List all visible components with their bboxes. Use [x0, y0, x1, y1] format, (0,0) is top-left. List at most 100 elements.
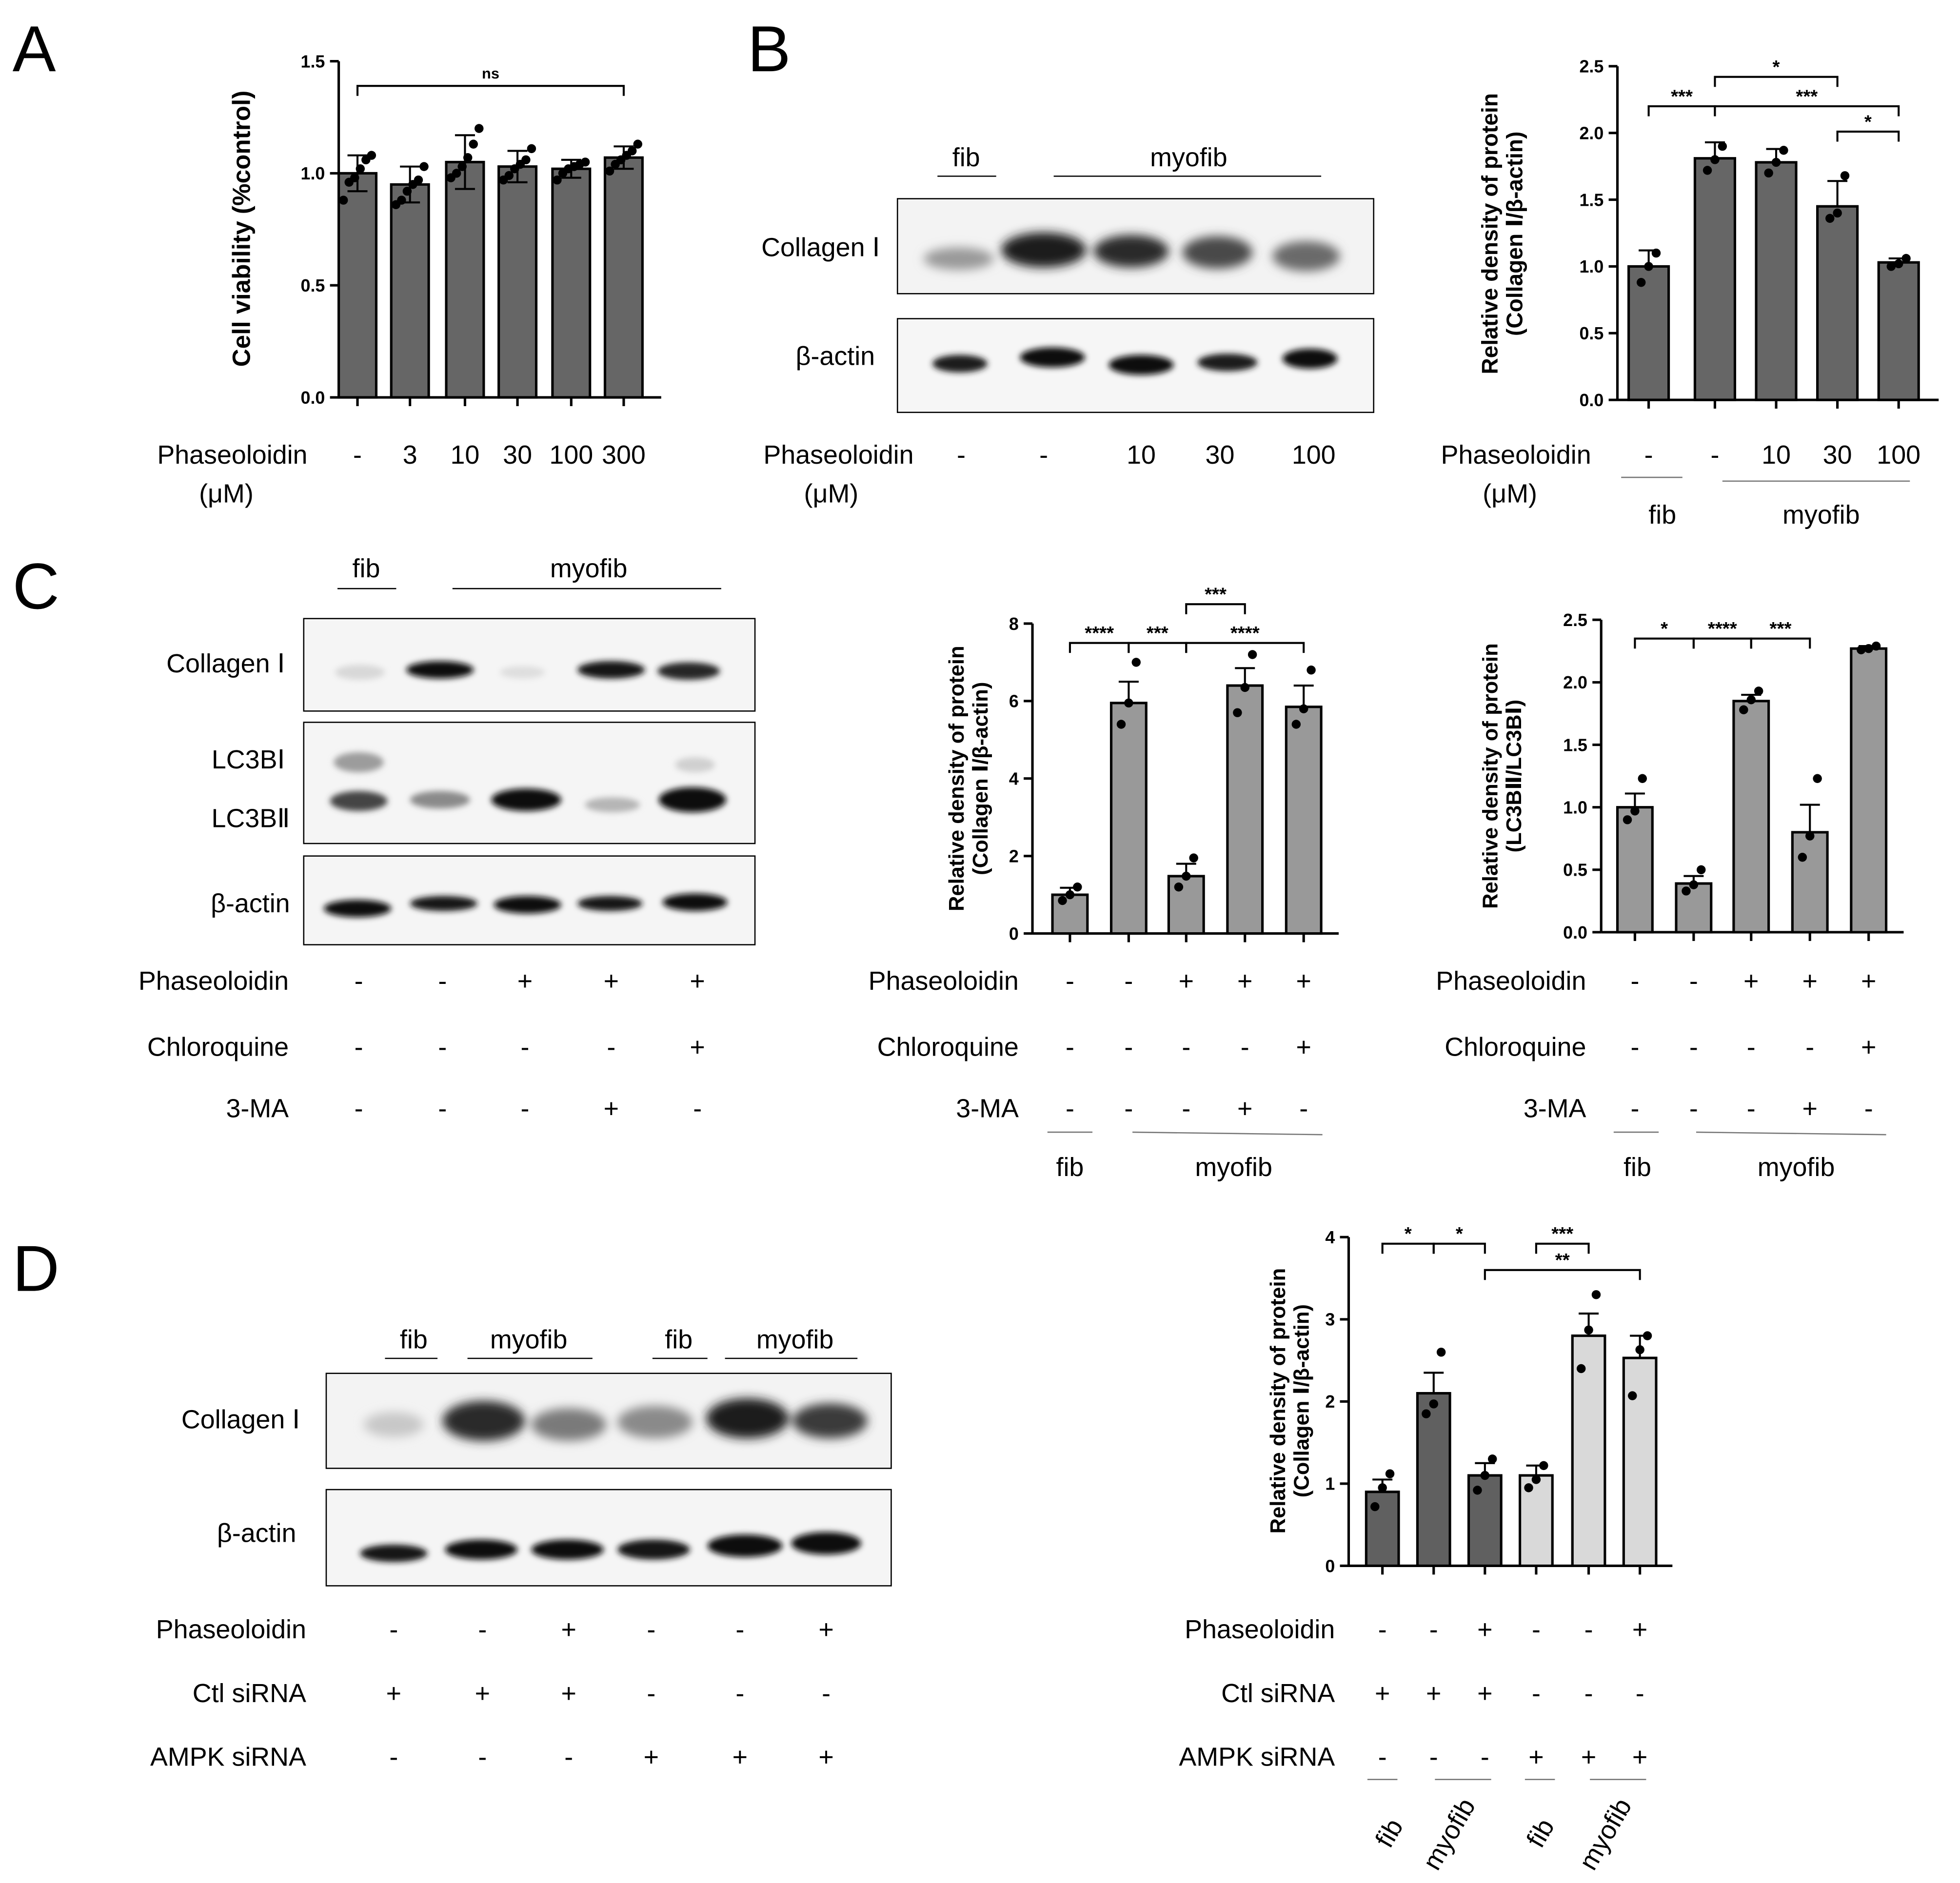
- b2-dose: 100: [1877, 440, 1920, 470]
- bar: [603, 156, 644, 399]
- data-point: [1825, 214, 1835, 223]
- chart-d: 0 1 2 3 4 Relative density of protein(Collage…: [1267, 1223, 1673, 1576]
- d-collagen-bands: [363, 1398, 868, 1441]
- d-blot-collagen-label: Collagen Ⅰ: [181, 1405, 300, 1434]
- d2-ampk-sign: +: [1632, 1743, 1647, 1772]
- c-left-signs: - - + + + - - - - + - - - + -: [355, 966, 705, 1123]
- y-axis-label-line: Relative density of protein: [1477, 93, 1502, 374]
- y-axis-label-line: Relative density of protein: [1479, 643, 1502, 909]
- bar: [1167, 875, 1205, 935]
- bar: [1675, 882, 1713, 934]
- data-point: [1307, 666, 1316, 675]
- c2-3ma-label: 3-MA: [1524, 1094, 1586, 1123]
- data-point: [1531, 1475, 1541, 1484]
- data-point: [1798, 852, 1807, 862]
- d-ctl-label: Ctl siRNA: [193, 1679, 306, 1708]
- data-point: [1644, 262, 1653, 271]
- data-point: [1591, 1290, 1601, 1299]
- y-tick-label: 1.0: [1563, 798, 1587, 818]
- significance-label: *: [1773, 57, 1780, 78]
- d2-phas-sign: -: [1378, 1615, 1387, 1644]
- d-ampk-sign: +: [733, 1743, 748, 1772]
- c-phas-sign: +: [690, 966, 705, 996]
- data-point: [457, 162, 467, 171]
- d-ctl-sign: +: [561, 1679, 576, 1708]
- c2-3ma-sign: -: [1864, 1094, 1873, 1123]
- significance-label: ***: [1671, 86, 1693, 107]
- b-blot-collagen-label: Collagen Ⅰ: [761, 233, 880, 262]
- d2-ampk-sign: +: [1581, 1743, 1596, 1772]
- c1-chloroquine-label: Chloroquine: [877, 1033, 1019, 1062]
- d-ampk-label: AMPK siRNA: [150, 1743, 306, 1772]
- significance-bracket: [1714, 105, 1900, 117]
- y-axis-label-line: (Collagen Ⅰ/β-actin): [969, 682, 992, 875]
- b2-dose: -: [1710, 440, 1719, 470]
- bar: [1816, 205, 1859, 401]
- b2-dose: 30: [1823, 440, 1852, 470]
- chart-b: 0.0 0.5 1.0 1.5 2.0 2.5 Relative density of pr…: [1477, 57, 1939, 410]
- y-tick-label: 4: [1009, 769, 1019, 789]
- y-tick-label: 4: [1325, 1228, 1335, 1247]
- c-blot-lc3bii-label: LC3BⅡ: [212, 804, 290, 833]
- data-point: [356, 164, 365, 174]
- c2-3ma-sign: -: [1630, 1094, 1639, 1123]
- c-chlo-sign: -: [438, 1033, 447, 1062]
- a-dose: 30: [503, 440, 532, 470]
- d2-ctl-sign: -: [1636, 1679, 1644, 1708]
- data-point: [1651, 248, 1661, 258]
- data-point: [1630, 806, 1640, 816]
- c-chlo-sign: -: [355, 1033, 363, 1062]
- y-tick-label: 2.0: [1563, 673, 1587, 692]
- b-lane-myofib: myofib: [1150, 143, 1227, 172]
- a-dose: 3: [403, 440, 417, 470]
- significance-bracket: [1128, 642, 1188, 653]
- c-3ma-sign: -: [355, 1094, 363, 1123]
- d2-ampk-sign: +: [1528, 1743, 1544, 1772]
- bar: [1791, 831, 1829, 934]
- significance-bracket: [1535, 1242, 1590, 1254]
- bar: [1850, 647, 1888, 934]
- panel-b-blot: fib myofib Collagen Ⅰ β-actin Phaseoloid…: [761, 143, 1375, 508]
- data-point: [1682, 886, 1691, 896]
- c1-phaseoloidin-label: Phaseoloidin: [869, 966, 1019, 996]
- significance-label: *: [1456, 1223, 1463, 1244]
- data-point: [1771, 157, 1781, 167]
- data-point: [1182, 871, 1191, 881]
- b2-dose: -: [1644, 440, 1653, 470]
- data-point: [463, 153, 473, 162]
- c-chloroquine-label: Chloroquine: [147, 1033, 289, 1062]
- y-axis-label: Relative density of protein(Collagen Ⅰ/β…: [945, 646, 992, 911]
- data-point: [1746, 695, 1756, 705]
- data-point: [1710, 155, 1720, 164]
- d2-group-fib-2: fib: [1521, 1814, 1560, 1852]
- data-point: [452, 169, 461, 178]
- significance-label: **: [1555, 1250, 1570, 1271]
- d-lane-fib: fib: [400, 1325, 428, 1354]
- c-3ma-sign: -: [438, 1094, 447, 1123]
- b2-group-fib: fib: [1648, 500, 1676, 530]
- data-point: [1174, 882, 1184, 892]
- y-axis-label-line: Relative density of protein: [1267, 1268, 1290, 1534]
- d2-ctl-sign: +: [1477, 1679, 1492, 1708]
- data-point: [1779, 146, 1788, 155]
- data-point: [1370, 1502, 1380, 1511]
- significance-bracket: [1484, 1269, 1641, 1280]
- c-blot-lc3b-membrane: [303, 722, 756, 844]
- d2-group-myofib-2: myofib: [1573, 1793, 1637, 1875]
- y-tick-label: 6: [1009, 692, 1019, 711]
- data-point: [1894, 259, 1903, 269]
- bar: [1732, 700, 1770, 934]
- c2-phas-sign: -: [1689, 966, 1698, 996]
- d-ctl-sign: +: [386, 1679, 401, 1708]
- a-phaseoloidin-label: Phaseoloidin: [157, 440, 307, 470]
- d-phas-sign: +: [818, 1615, 833, 1644]
- c-phaseoloidin-label: Phaseoloidin: [139, 966, 289, 996]
- data-point: [527, 144, 536, 154]
- data-point: [338, 196, 348, 205]
- data-point: [1805, 831, 1815, 841]
- y-tick-label: 1.5: [1579, 190, 1604, 210]
- b2-um-label: (μM): [1483, 479, 1537, 508]
- d-ctl-sign: -: [822, 1679, 831, 1708]
- c-blot-conditions: Phaseoloidin Chloroquine 3-MA - - + + + - - - - +…: [139, 966, 705, 1123]
